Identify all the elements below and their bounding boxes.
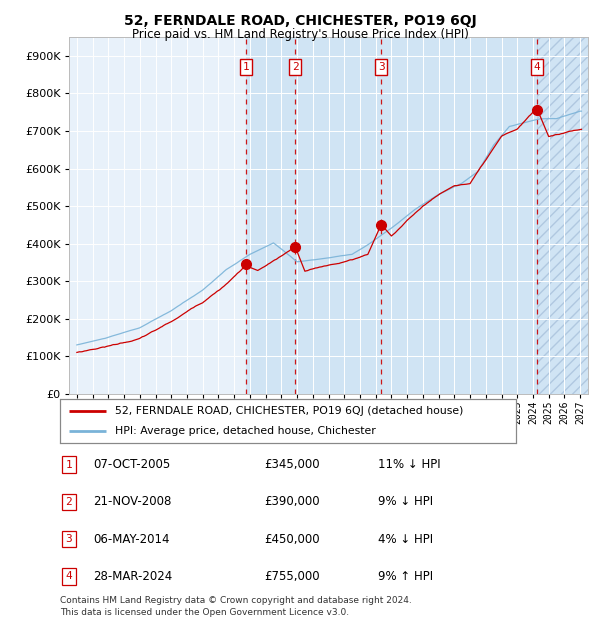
- Text: 07-OCT-2005: 07-OCT-2005: [93, 458, 170, 471]
- Text: 4: 4: [65, 571, 73, 582]
- Text: 2: 2: [292, 62, 299, 72]
- Text: 52, FERNDALE ROAD, CHICHESTER, PO19 6QJ (detached house): 52, FERNDALE ROAD, CHICHESTER, PO19 6QJ …: [115, 405, 463, 416]
- Text: £755,000: £755,000: [264, 570, 320, 583]
- Text: 28-MAR-2024: 28-MAR-2024: [93, 570, 172, 583]
- Text: 52, FERNDALE ROAD, CHICHESTER, PO19 6QJ: 52, FERNDALE ROAD, CHICHESTER, PO19 6QJ: [124, 14, 476, 28]
- Bar: [246, 37, 537, 394]
- Text: 3: 3: [378, 62, 385, 72]
- Text: 2: 2: [65, 497, 73, 507]
- Text: 4% ↓ HPI: 4% ↓ HPI: [378, 533, 433, 546]
- Text: 1: 1: [243, 62, 250, 72]
- Text: HPI: Average price, detached house, Chichester: HPI: Average price, detached house, Chic…: [115, 426, 376, 436]
- Text: 9% ↓ HPI: 9% ↓ HPI: [378, 495, 433, 508]
- Text: 21-NOV-2008: 21-NOV-2008: [93, 495, 172, 508]
- Bar: [537, 37, 588, 394]
- Text: 1: 1: [65, 459, 73, 470]
- Text: 11% ↓ HPI: 11% ↓ HPI: [378, 458, 440, 471]
- Text: 9% ↑ HPI: 9% ↑ HPI: [378, 570, 433, 583]
- Text: Price paid vs. HM Land Registry's House Price Index (HPI): Price paid vs. HM Land Registry's House …: [131, 28, 469, 41]
- Text: £345,000: £345,000: [264, 458, 320, 471]
- Text: 4: 4: [533, 62, 540, 72]
- Text: 3: 3: [65, 534, 73, 544]
- Text: Contains HM Land Registry data © Crown copyright and database right 2024.: Contains HM Land Registry data © Crown c…: [60, 596, 412, 606]
- Text: This data is licensed under the Open Government Licence v3.0.: This data is licensed under the Open Gov…: [60, 608, 349, 617]
- Text: £450,000: £450,000: [264, 533, 320, 546]
- Text: 06-MAY-2014: 06-MAY-2014: [93, 533, 170, 546]
- Text: £390,000: £390,000: [264, 495, 320, 508]
